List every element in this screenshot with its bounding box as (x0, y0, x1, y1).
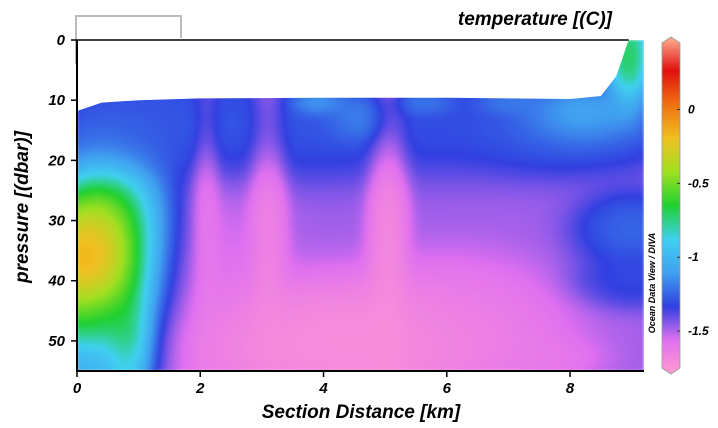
y-tick-label: 50 (48, 333, 65, 350)
colorbar-ticks: 0 -0.5 -1 -1.5 (677, 102, 709, 338)
x-tick-label: 6 (443, 380, 452, 397)
plot-area: 0 2 4 6 8 0 10 20 30 40 50 (47, 32, 644, 397)
y-tick-label: 20 (47, 152, 65, 169)
y-tick-label: 30 (48, 213, 65, 230)
chart-title: temperature [(C)] (458, 9, 613, 30)
x-tick-label: 4 (318, 380, 328, 397)
x-tick-label: 0 (73, 380, 82, 397)
colorbar-tick-label: -1 (688, 250, 699, 264)
x-tick-label: 8 (566, 380, 575, 397)
watermark-text: Ocean Data View / DIVA (647, 233, 657, 334)
y-tick-label: 0 (57, 32, 66, 49)
x-axis-ticks: 0 2 4 6 8 (73, 371, 575, 397)
colorbar-scale (661, 36, 681, 375)
y-axis-ticks: 0 10 20 30 40 50 (47, 32, 77, 350)
colorbar-tick-label: -0.5 (688, 176, 709, 190)
x-axis-label: Section Distance [km] (262, 402, 461, 423)
colorbar-tick-label: -1.5 (688, 324, 709, 338)
colorbar-tick-label: 0 (688, 102, 695, 116)
y-tick-label: 40 (47, 273, 65, 290)
surface-blank-region (77, 38, 629, 111)
x-tick-label: 2 (195, 380, 205, 397)
colorbar: 0 -0.5 -1 -1.5 (661, 36, 709, 375)
y-tick-label: 10 (48, 92, 65, 109)
y-axis-label: pressure [(dbar)] (12, 130, 33, 284)
